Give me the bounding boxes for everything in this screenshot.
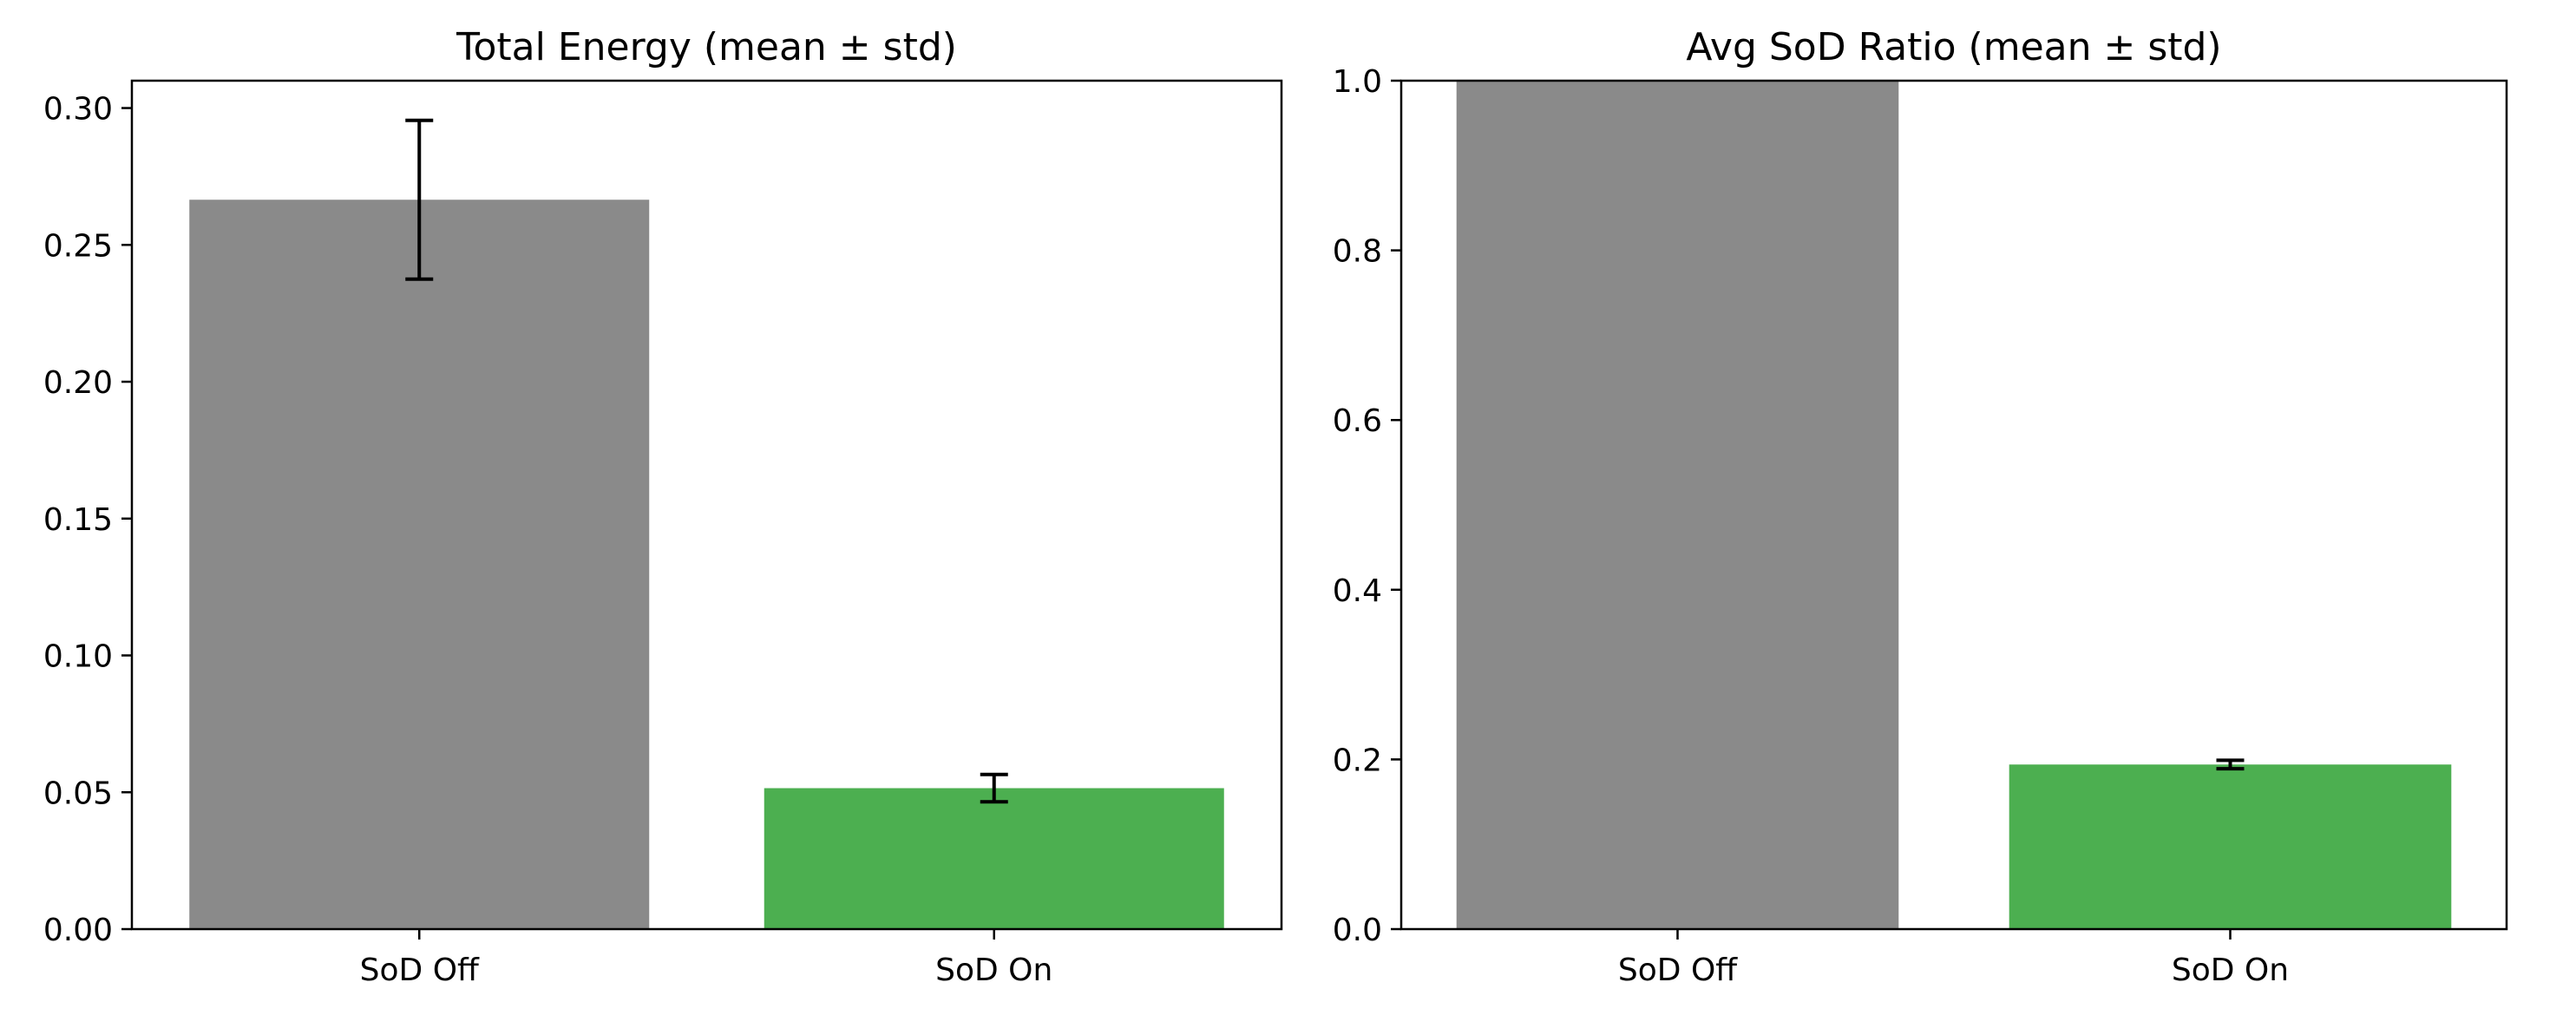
- sod-ratio-ytick-label: 0.2: [1333, 743, 1382, 778]
- sod-ratio-xtick-label: SoD Off: [1618, 953, 1738, 988]
- total-energy-ytick-label: 0.30: [43, 92, 113, 128]
- total-energy-title: Total Energy (mean ± std): [456, 25, 957, 69]
- total-energy-ytick-label: 0.20: [43, 365, 113, 401]
- sod-ratio-errorbar-1: [2216, 758, 2245, 771]
- sod-ratio-axes-frame: [1399, 79, 2508, 931]
- total-energy-ytick-label: 0.25: [43, 228, 113, 264]
- total-energy-ytick-label: 0.15: [43, 502, 113, 538]
- total-energy-panel: Total Energy (mean ± std) 0.00 0.05 0.10 0.1…: [43, 25, 1283, 988]
- sod-ratio-bar-1: [2009, 764, 2452, 929]
- sod-ratio-bar-0: [1456, 81, 1899, 929]
- sod-ratio-ytick-label: 1.0: [1333, 64, 1382, 100]
- sod-ratio-ytick-label: 0.0: [1333, 913, 1382, 948]
- total-energy-errorbar-0: [405, 118, 434, 281]
- total-energy-axes-frame: [130, 79, 1283, 931]
- total-energy-ytick-label: 0.00: [43, 913, 113, 948]
- sod-ratio-ytick-label: 0.4: [1333, 573, 1382, 609]
- total-energy-xtick-label: SoD Off: [360, 953, 480, 988]
- total-energy-xtick-label: SoD On: [935, 953, 1052, 988]
- total-energy-ytick-label: 0.05: [43, 776, 113, 811]
- sod-ratio-panel: Avg SoD Ratio (mean ± std) 0.0 0.2 0.4 0.6 0.…: [1333, 25, 2508, 988]
- total-energy-ytick-label: 0.10: [43, 639, 113, 675]
- total-energy-bar-0: [189, 200, 650, 930]
- total-energy-bar-1: [764, 788, 1224, 929]
- sod-ratio-ytick-label: 0.8: [1333, 234, 1382, 270]
- sod-ratio-ytick-label: 0.6: [1333, 403, 1382, 439]
- sod-ratio-title: Avg SoD Ratio (mean ± std): [1686, 25, 2221, 69]
- sod-ratio-xtick-label: SoD On: [2172, 953, 2289, 988]
- total-energy-errorbar-1: [980, 772, 1008, 804]
